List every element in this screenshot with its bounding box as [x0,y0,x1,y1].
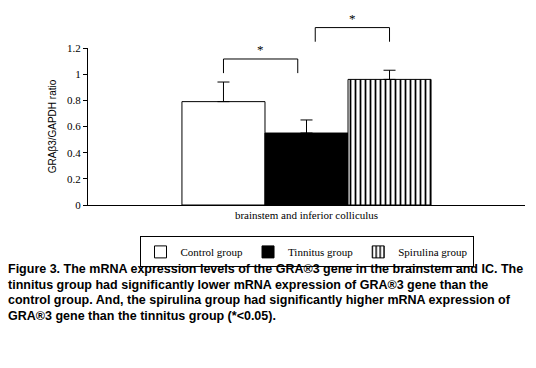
svg-text:*: * [257,42,264,57]
svg-text:0: 0 [75,199,81,211]
svg-text:0.6: 0.6 [67,120,81,132]
svg-text:0.2: 0.2 [67,173,81,185]
svg-text:brainstem and inferior collicu: brainstem and inferior colliculus [235,209,378,221]
svg-text:*: * [349,11,356,26]
svg-text:1: 1 [75,68,81,80]
svg-text:1.2: 1.2 [67,42,81,54]
svg-text:Tinnitus group: Tinnitus group [288,246,353,258]
svg-text:GRAβ3/GAPDH ratio: GRAβ3/GAPDH ratio [47,79,58,173]
svg-text:0.8: 0.8 [67,94,81,106]
html-text:Figure 3. The mRNA expression: Figure 3. The mRNA expression levels of … [8,262,524,323]
svg-text:Control group: Control group [181,246,244,258]
svg-text:Spirulina group: Spirulina group [398,246,467,258]
svg-text:0.4: 0.4 [67,147,81,159]
